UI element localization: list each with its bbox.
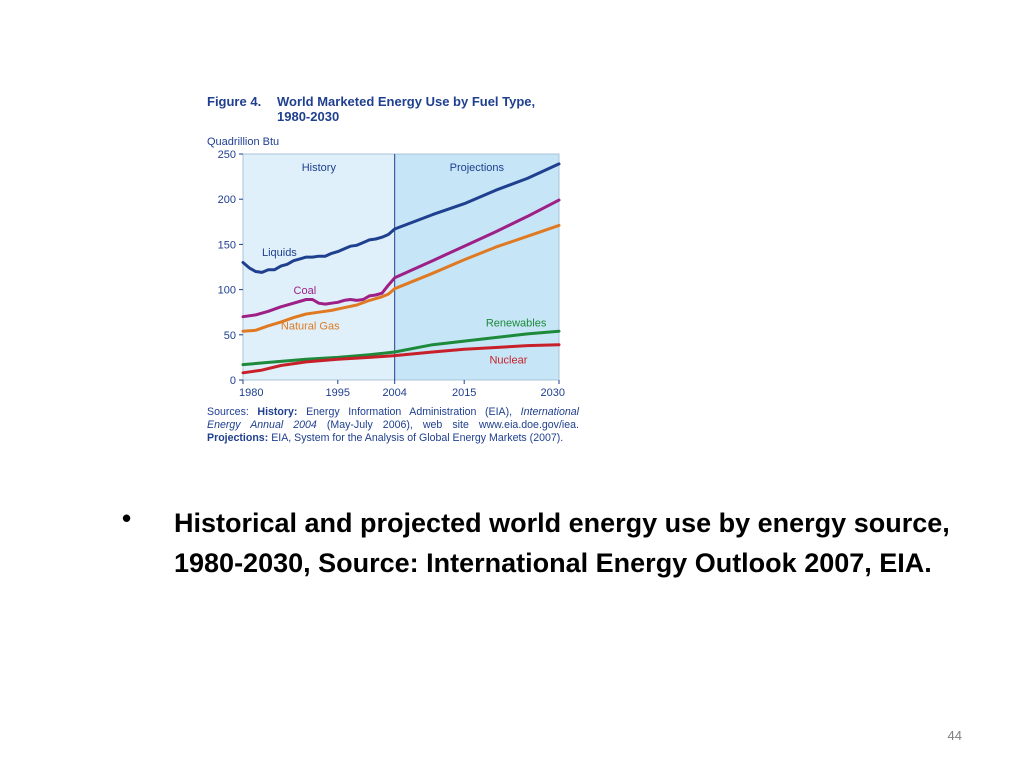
sources-projections-text: EIA, System for the Analysis of Global E…: [271, 432, 564, 444]
series-line-natural-gas: [241, 223, 561, 333]
series-line-renewables: [241, 329, 561, 367]
series-label-renewables: Renewables: [486, 318, 547, 330]
x-tick-label: 2004: [382, 387, 406, 399]
series-label-nuclear: Nuclear: [489, 355, 527, 367]
y-axis-unit: Quadrillion Btu: [207, 136, 280, 148]
figure-title: Figure 4. World Marketed Energy Use by Fu…: [207, 94, 567, 124]
sources-history-rest: (May-July 2006), web site www.eia.doe.go…: [316, 419, 579, 431]
y-tick-label: 200: [218, 194, 236, 206]
plot-area: History Projections 0 50 100 150 200 250 1980 199…: [218, 149, 565, 399]
figure: Figure 4. World Marketed Energy Use by Fu…: [197, 88, 584, 480]
x-tick-label: 2030: [541, 387, 565, 399]
sources-projections-label: Projections:: [207, 432, 269, 444]
x-tick-label: 2015: [452, 387, 476, 399]
history-label: History: [302, 162, 337, 174]
plot-frame: [242, 153, 560, 381]
bullet-marker: •: [122, 503, 132, 533]
series-line-nuclear: [241, 343, 561, 375]
series-label-natural-gas: Natural Gas: [281, 320, 340, 332]
history-region: [243, 154, 395, 380]
page-number: 44: [947, 728, 962, 743]
series-line-coal: [241, 198, 561, 319]
bullet-text: Historical and projected world energy us…: [174, 508, 950, 578]
series-label-coal: Coal: [294, 285, 317, 297]
y-tick-label: 0: [230, 375, 236, 387]
sources-note: Sources: History: Energy Information Adm…: [207, 406, 579, 445]
figure-number: Figure 4.: [207, 94, 262, 109]
y-tick-label: 100: [218, 285, 236, 297]
line-chart: History Projections 0 50 100 150 200 250 1980 199…: [218, 149, 565, 399]
x-tick-label: 1980: [239, 387, 263, 399]
series-label-liquids: Liquids: [262, 247, 297, 259]
projections-label: Projections: [450, 162, 505, 174]
sources-prefix: Sources:: [207, 406, 249, 418]
sources-history-label: History:: [257, 406, 298, 418]
sources-history-pub: International Energy Annual 2004: [207, 406, 579, 431]
y-tick-label: 250: [218, 149, 236, 161]
y-tick-label: 50: [224, 330, 236, 342]
sources-history-text: Energy Information Administration (EIA),: [306, 406, 521, 418]
series-line-liquids: [241, 162, 561, 274]
x-tick-label: 1995: [326, 387, 350, 399]
figure-title-text: World Marketed Energy Use by Fuel Type, …: [277, 94, 536, 124]
y-tick-label: 150: [218, 239, 236, 251]
